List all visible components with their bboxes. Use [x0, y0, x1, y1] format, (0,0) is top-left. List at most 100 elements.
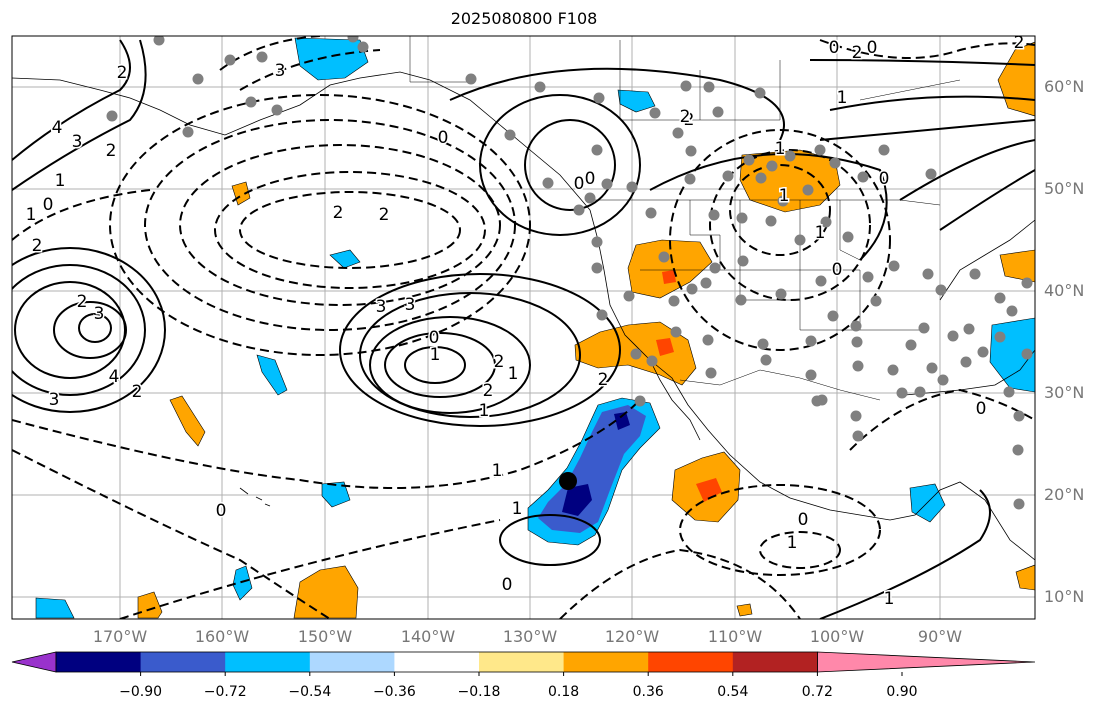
- station-dot: [645, 207, 657, 219]
- contour-label: 2: [494, 352, 505, 372]
- colorbar-segment: [479, 652, 565, 672]
- latitude-label: 50°N: [1044, 179, 1085, 198]
- station-dot: [784, 150, 796, 162]
- orange-anomaly-region: [627, 239, 713, 299]
- station-dot: [601, 178, 613, 190]
- contour-label: 1: [779, 186, 790, 206]
- contour-label: 0: [832, 260, 843, 280]
- station-dot: [820, 216, 832, 228]
- blue-anomaly-region: [232, 565, 253, 601]
- station-dot: [815, 275, 827, 287]
- contour-label: 1: [479, 401, 490, 421]
- station-dot: [649, 107, 661, 119]
- station-dot: [1013, 410, 1025, 422]
- colorbar-extend-low: [11, 651, 57, 673]
- contour-label: 3: [376, 297, 387, 317]
- station-dot: [887, 364, 899, 376]
- station-dot: [925, 168, 937, 180]
- station-dot: [686, 283, 698, 295]
- station-dot: [646, 355, 658, 367]
- station-dot: [712, 106, 724, 118]
- station-dot: [851, 336, 863, 348]
- station-dot: [626, 181, 638, 193]
- station-dot: [658, 251, 670, 263]
- longitude-label: 170°W: [92, 627, 148, 646]
- station-dot: [994, 331, 1006, 343]
- contour-label: 2: [483, 381, 494, 401]
- contour-label: 2: [32, 236, 43, 256]
- station-dot: [805, 369, 817, 381]
- deep-blue-anomaly-core: [562, 484, 592, 516]
- station-dot: [852, 430, 864, 442]
- station-dot: [794, 234, 806, 246]
- station-dot: [811, 395, 823, 407]
- station-dot: [670, 326, 682, 338]
- station-dot: [765, 215, 777, 227]
- station-dot: [224, 54, 236, 66]
- station-dot: [584, 192, 596, 204]
- station-dot: [357, 41, 369, 53]
- station-dot: [722, 170, 734, 182]
- contour-label: 3: [405, 295, 416, 315]
- station-dot: [805, 335, 817, 347]
- contour-label: 2: [680, 107, 691, 127]
- station-dots: [106, 36, 1033, 510]
- station-dot: [829, 157, 841, 169]
- blue-anomaly-region: [617, 89, 656, 113]
- station-dot: [1013, 498, 1025, 510]
- longitude-label: 120°W: [604, 627, 660, 646]
- longitude-label: 100°W: [809, 627, 865, 646]
- contour-label: 0: [867, 38, 878, 58]
- contour-label: 4: [109, 367, 120, 387]
- map-title: 2025080800 F108: [450, 9, 598, 28]
- station-dot: [896, 387, 908, 399]
- contour-label: 1: [430, 345, 441, 365]
- station-dot: [760, 354, 772, 366]
- station-dot: [591, 236, 603, 248]
- station-dot: [922, 268, 934, 280]
- longitude-label: 110°W: [707, 627, 763, 646]
- contours-solid: [12, 39, 1035, 619]
- latitude-label: 10°N: [1044, 587, 1085, 606]
- station-dot: [937, 374, 949, 386]
- longitude-label: 150°W: [297, 627, 353, 646]
- contour-label: 2: [684, 110, 695, 130]
- station-dot: [591, 262, 603, 274]
- latitude-label: 60°N: [1044, 77, 1085, 96]
- storm-center-marker: [559, 472, 577, 490]
- colorbar-segment: [648, 652, 734, 672]
- station-dot: [634, 395, 646, 407]
- contour-label: 1: [492, 461, 503, 481]
- station-dot: [842, 231, 854, 243]
- station-dot: [977, 346, 989, 358]
- orange-anomaly-region: [736, 603, 753, 617]
- station-dot: [777, 195, 789, 207]
- station-dot: [256, 51, 268, 63]
- blue-anomaly-region: [329, 249, 361, 269]
- station-dot: [709, 262, 721, 274]
- station-dot: [757, 338, 769, 350]
- station-dot: [994, 292, 1006, 304]
- contour-label: 0: [798, 510, 809, 530]
- contour-label: 2: [333, 203, 344, 223]
- colorbar-tick-label: 0.72: [801, 684, 833, 700]
- colorbar-segment: [225, 652, 311, 672]
- station-dot: [668, 295, 680, 307]
- longitude-label: 90°W: [917, 627, 963, 646]
- red-anomaly-core: [656, 338, 674, 356]
- station-dot: [1012, 444, 1024, 456]
- contour-label: 1: [884, 589, 895, 609]
- political-borders: [409, 36, 961, 401]
- station-dot: [743, 154, 755, 166]
- orange-anomaly-region: [137, 591, 163, 619]
- station-dot: [685, 145, 697, 157]
- station-dot: [192, 73, 204, 85]
- colorbar-tick-label: −0.54: [288, 684, 332, 700]
- station-dot: [802, 184, 814, 196]
- blue-anomaly-region: [256, 354, 288, 396]
- station-dot: [827, 310, 839, 322]
- station-dot: [852, 360, 864, 372]
- contour-label: 2: [132, 382, 143, 402]
